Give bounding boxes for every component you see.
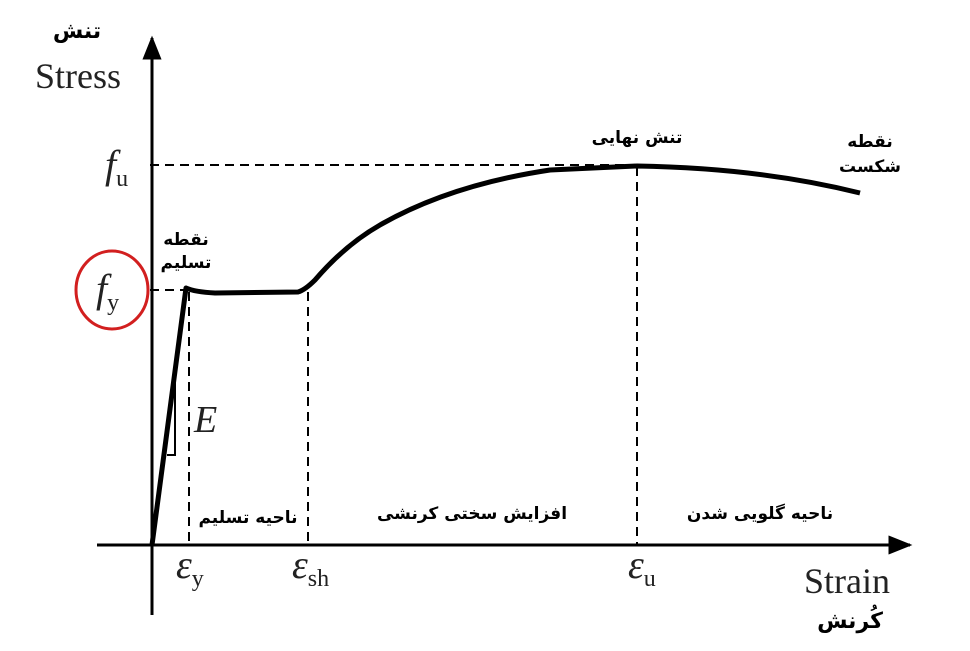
guide-lines (150, 164, 638, 545)
stress-strain-curve (149, 163, 861, 546)
fracture-point-line1: نقطه (847, 132, 893, 152)
eu-label: εu (628, 542, 656, 592)
label-part: ε (292, 542, 308, 587)
y-title-fa: تنش (53, 19, 101, 44)
label-part: u (116, 166, 128, 192)
slope-triangle (167, 382, 176, 456)
fracture-point-line2: شکست (839, 157, 901, 177)
modulus-label: E (193, 399, 217, 441)
region-hardening: افزایش سختی کرنشی (377, 504, 567, 524)
yield-point-line2: تسلیم (161, 253, 212, 273)
region-yield: ناحیه تسلیم (198, 508, 297, 528)
x-title-fa: کُرنش (817, 604, 883, 634)
highlight-circle (74, 249, 150, 331)
yield-point-line1: نقطه (163, 230, 209, 250)
ey-label: εy (176, 542, 204, 592)
label-part: sh (308, 566, 329, 592)
y-title: Stress (35, 56, 121, 96)
region-necking: ناحیه گلویی شدن (687, 503, 833, 524)
label-part: y (192, 566, 204, 592)
x-title: Strain (804, 561, 890, 601)
label-part: y (107, 290, 119, 316)
label-part: u (644, 566, 656, 592)
esh-label: εsh (292, 542, 329, 592)
fy-label: fy (96, 266, 119, 316)
fu-label: fu (105, 142, 128, 192)
label-part: ε (176, 542, 192, 587)
label-part: ε (628, 542, 644, 587)
ultimate-stress: تنش نهایی (592, 128, 683, 148)
